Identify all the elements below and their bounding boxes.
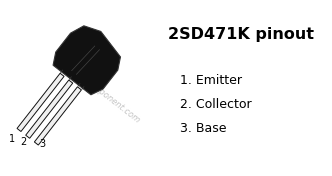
Polygon shape xyxy=(35,87,81,145)
Polygon shape xyxy=(17,73,64,131)
Polygon shape xyxy=(26,80,73,138)
Text: 2: 2 xyxy=(20,137,27,147)
Polygon shape xyxy=(53,26,121,95)
Text: 3. Base: 3. Base xyxy=(180,121,226,134)
Text: 2. Collector: 2. Collector xyxy=(180,99,252,112)
Text: 1: 1 xyxy=(9,134,15,144)
Text: 3: 3 xyxy=(39,139,45,149)
Text: 2SD471K pinout: 2SD471K pinout xyxy=(168,27,314,42)
Text: el-component.com: el-component.com xyxy=(74,70,142,126)
Text: 1. Emitter: 1. Emitter xyxy=(180,74,242,86)
